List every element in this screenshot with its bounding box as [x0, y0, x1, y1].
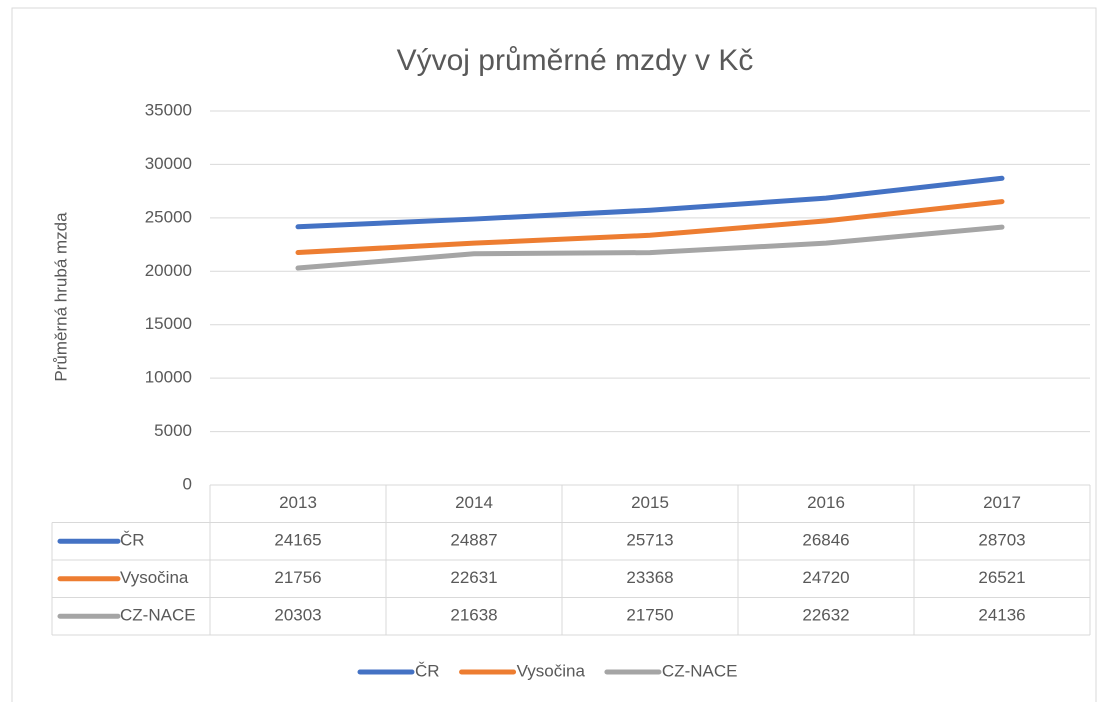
chart-frame [11, 7, 1097, 702]
y-tick-label: 0 [183, 474, 192, 493]
table-value: 26521 [978, 568, 1025, 587]
table-value: 24720 [802, 568, 849, 587]
x-tick-label: 2016 [807, 493, 845, 512]
x-tick-label: 2017 [983, 493, 1021, 512]
table-value: 24887 [450, 531, 497, 550]
table-value: 22631 [450, 568, 497, 587]
table-value: 24165 [274, 531, 321, 550]
table-series-name: Vysočina [120, 568, 189, 587]
legend-label: Vysočina [517, 661, 586, 680]
y-tick-label: 20000 [145, 261, 192, 280]
table-value: 21638 [450, 606, 497, 625]
table-value: 23368 [626, 568, 673, 587]
y-tick-label: 25000 [145, 207, 192, 226]
line-series [295, 175, 1005, 230]
y-axis-label: Průměrná hrubá mzda [51, 212, 70, 382]
table-value: 21750 [626, 606, 673, 625]
table-series-name: ČR [120, 531, 145, 550]
line-series [295, 199, 1005, 256]
table-value: 20303 [274, 606, 321, 625]
table-value: 25713 [626, 531, 673, 550]
table-series-name: CZ-NACE [120, 606, 196, 625]
x-tick-label: 2014 [455, 493, 493, 512]
table-value: 26846 [802, 531, 849, 550]
y-tick-label: 30000 [145, 154, 192, 173]
x-tick-label: 2013 [279, 493, 317, 512]
y-tick-label: 35000 [145, 100, 192, 119]
y-tick-label: 5000 [154, 421, 192, 440]
legend-label: CZ-NACE [662, 661, 738, 680]
y-tick-label: 15000 [145, 314, 192, 333]
chart-title: Vývoj průměrné mzdy v Kč [397, 44, 754, 77]
legend-label: ČR [415, 661, 440, 680]
table-value: 24136 [978, 606, 1025, 625]
line-series [295, 224, 1005, 271]
table-value: 22632 [802, 606, 849, 625]
y-tick-label: 10000 [145, 368, 192, 387]
table-value: 28703 [978, 531, 1025, 550]
x-tick-label: 2015 [631, 493, 669, 512]
table-value: 21756 [274, 568, 321, 587]
